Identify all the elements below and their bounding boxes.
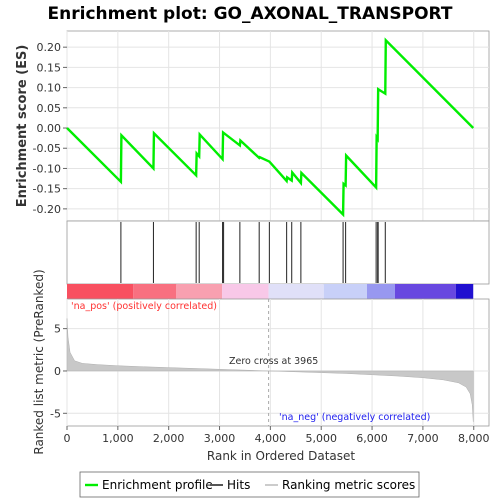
es-grid [66,31,489,221]
x-tick-label: 3,000 [204,432,236,445]
color-bar-segment [133,284,177,299]
es-y-axis-label: Enrichment score (ES) [15,45,30,208]
es-panel: -0.20 -0.15 -0.10 -0.05 0.00 0.05 0.10 0.15 0.20… [15,30,490,222]
es-tick-label: 0.05 [37,102,62,115]
color-bar-segment [323,284,367,299]
chart-title: Enrichment plot: GO_AXONAL_TRANSPORT [48,4,453,24]
x-tick-label: 7,000 [407,432,439,445]
hits-panel [66,220,490,285]
color-bar-segment [455,284,474,299]
zero-cross-label: Zero cross at 3965 [229,356,318,367]
color-bar-segment [394,284,456,299]
x-tick-label: 1,000 [102,432,134,445]
ranking-metric-area [66,318,474,422]
x-tick-label: 8,000 [458,432,490,445]
es-tick-label: -0.20 [33,203,61,216]
ranking-tick-label: 5 [54,323,61,336]
pos-correlated-label: 'na_pos' (positively correlated) [71,301,217,312]
color-bar-segment [366,284,395,299]
ranking-metric-panel: -505 'na_pos' (positively correlated) 'n… [32,269,490,455]
es-tick-label: 0.00 [37,122,62,135]
legend-enrichment-label: Enrichment profile [102,478,213,492]
x-tick-label: 2,000 [153,432,185,445]
ranking-panel-frame [66,298,490,427]
es-tick-label: -0.10 [33,162,61,175]
es-tick-label: -0.15 [33,183,61,196]
ranking-tick-label: -5 [50,407,61,420]
ranking-y-axis-label: Ranked list metric (PreRanked) [32,269,46,454]
es-y-axis-ticks: -0.20 -0.15 -0.10 -0.05 0.00 0.05 0.10 0.15 0.20 [33,41,67,216]
es-tick-label: 0.20 [37,41,62,54]
legend: Enrichment profile Hits Ranking metric s… [79,471,420,498]
neg-correlated-label: 'na_neg' (negatively correlated) [279,412,430,423]
color-bar-segment [67,284,134,299]
es-tick-label: -0.05 [33,142,61,155]
x-tick-label: 4,000 [255,432,287,445]
color-bar-segment [222,284,269,299]
color-bar-segment [176,284,223,299]
color-bar-segment [268,284,324,299]
legend-hits-label: Hits [227,478,250,492]
hits-panel-frame [66,220,490,285]
rank-color-bar [67,284,474,299]
legend-ranking-label: Ranking metric scores [282,478,415,492]
x-tick-label: 6,000 [356,432,388,445]
enrichment-profile-line [66,37,475,218]
es-panel-frame [66,30,490,222]
x-axis-ticks: 0 1,000 2,000 3,000 4,000 5,000 6,000 7,000 8,00… [64,426,490,445]
legend-frame [79,471,420,498]
x-tick-label: 0 [64,432,71,445]
x-tick-label: 5,000 [305,432,337,445]
x-axis-label: Rank in Ordered Dataset [207,449,355,463]
ranking-y-axis-ticks: -5 0 5 [50,323,67,420]
es-tick-label: 0.15 [37,61,62,74]
ranking-tick-label: 0 [54,365,61,378]
es-tick-label: 0.10 [37,82,62,95]
hits-lines [120,222,386,283]
